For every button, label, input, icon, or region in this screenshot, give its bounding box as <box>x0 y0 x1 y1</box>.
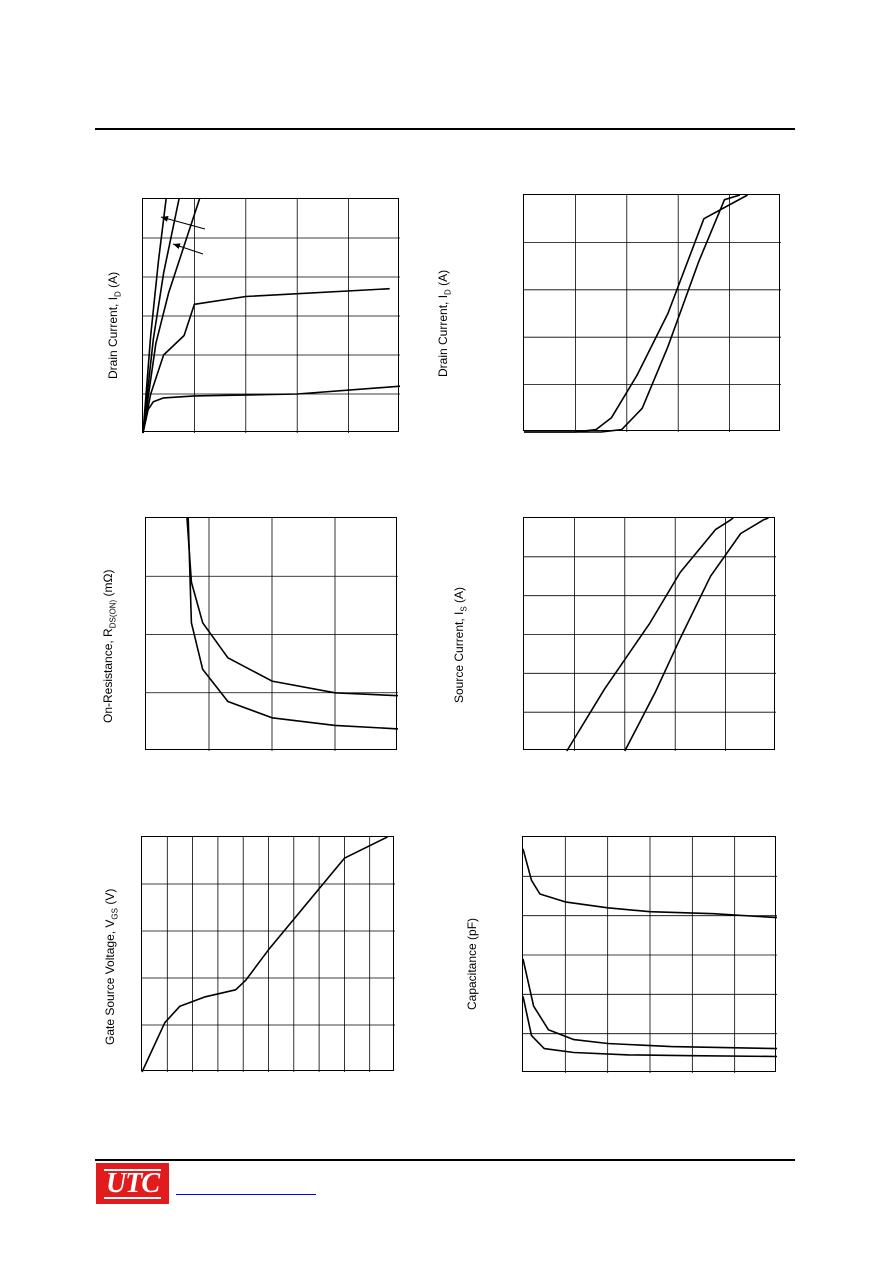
series-line-4-1 <box>566 517 734 752</box>
series-line-5-1 <box>141 836 388 1073</box>
y-axis-label-3: On-Resistance, RDS(ON) (mΩ) <box>101 570 117 723</box>
chart-capacitance <box>522 836 778 1073</box>
series-line-6-2 <box>522 958 778 1050</box>
y-axis-label-1: Drain Current, ID (A) <box>106 272 122 379</box>
series-line-1-1 <box>142 385 401 434</box>
y-axis-label-5-sub: GS <box>110 908 120 920</box>
y-axis-label-2-main: Drain Current, I <box>436 294 450 377</box>
header-rule <box>95 128 795 130</box>
chart-svg-2 <box>524 194 781 433</box>
series-line-1-5 <box>142 198 167 434</box>
y-axis-label-2: Drain Current, ID (A) <box>436 270 452 377</box>
y-axis-label-4-main: Source Current, I <box>452 611 466 703</box>
series-line-1-4 <box>142 198 180 434</box>
y-axis-label-3-tail: (mΩ) <box>101 569 115 600</box>
chart-svg-1 <box>142 198 401 434</box>
website-link-underline[interactable] <box>176 1194 316 1195</box>
y-axis-label-1-tail: (A) <box>106 271 120 292</box>
y-axis-label-3-sub: DS(ON) <box>108 599 118 629</box>
y-axis-label-4: Source Current, IS (A) <box>452 587 468 703</box>
y-axis-label-2-tail: (A) <box>436 269 450 290</box>
series-line-4-2 <box>624 517 769 752</box>
chart-transfer-characteristics <box>523 194 781 433</box>
footer-rule <box>95 1159 795 1161</box>
y-axis-label-2-sub: D <box>443 289 453 295</box>
chart-svg-6 <box>522 837 778 1073</box>
series-line-3-1 <box>186 517 399 697</box>
series-line-1-3 <box>142 198 201 434</box>
chart-on-resistance <box>145 517 399 751</box>
chart-svg-3 <box>146 517 399 751</box>
series-line-1-2 <box>142 287 390 434</box>
annotation-arrow-1 <box>160 216 206 230</box>
chart-svg-4 <box>524 517 776 752</box>
series-line-2-2 <box>524 194 741 433</box>
series-line-6-3 <box>522 996 778 1058</box>
annotation-arrowhead-2 <box>173 243 181 250</box>
series-line-3-2 <box>187 517 399 730</box>
series-line-2-1 <box>524 194 748 433</box>
annotation-arrowhead-1 <box>161 215 169 222</box>
y-axis-label-5-tail: (V) <box>103 888 117 909</box>
chart-svg-5 <box>141 836 395 1073</box>
utc-logo: UTC <box>96 1163 169 1204</box>
chart-output-characteristics <box>142 198 401 434</box>
y-axis-label-4-sub: S <box>459 606 469 612</box>
y-axis-label-3-main: On-Resistance, R <box>101 628 115 723</box>
y-axis-label-1-main: Drain Current, I <box>106 296 120 379</box>
y-axis-label-6: Capacitance (pF) <box>465 918 479 1010</box>
chart-gate-charge <box>141 836 395 1073</box>
y-axis-label-6-main: Capacitance (pF) <box>465 917 479 1010</box>
chart-body-diode <box>523 517 776 752</box>
y-axis-label-1-sub: D <box>113 291 123 297</box>
y-axis-label-5: Gate Source Voltage, VGS (V) <box>103 889 119 1045</box>
y-axis-label-5-main: Gate Source Voltage, V <box>103 919 117 1045</box>
y-axis-label-4-tail: (A) <box>452 586 466 607</box>
series-line-6-1 <box>522 848 778 919</box>
